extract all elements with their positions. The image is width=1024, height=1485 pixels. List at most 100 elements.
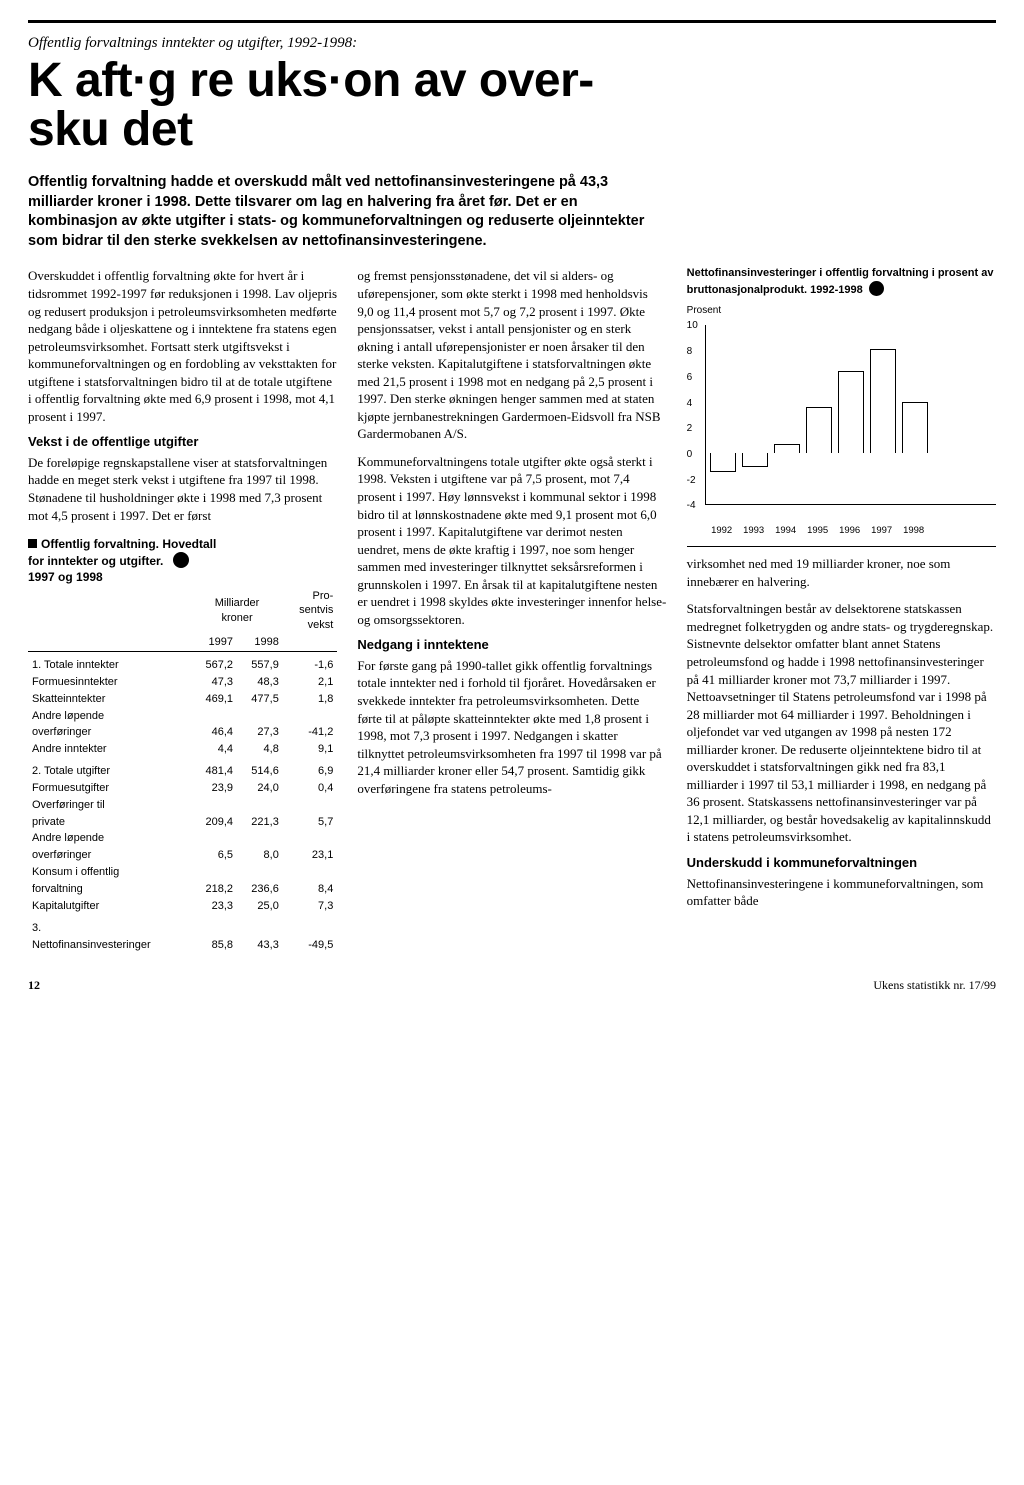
ytick-label: -2 [687, 474, 696, 488]
page-footer: 12 Ukens statistikk nr. 17/99 [28, 977, 996, 993]
table-cell: 514,6 [237, 758, 283, 780]
th-group2: Pro-sentvisvekst [283, 588, 338, 635]
top-rule [28, 20, 996, 23]
ytick-label: 8 [687, 345, 693, 359]
table-cell: 477,5 [237, 691, 283, 708]
ytick-label: 0 [687, 448, 693, 462]
globe-icon [869, 281, 884, 296]
chart-ylabel: Prosent [687, 304, 996, 318]
column-1: Overskuddet i offentlig forvaltning økte… [28, 267, 337, 953]
table-cell: 209,4 [191, 814, 237, 831]
table-row-label: Andre løpende [28, 830, 191, 847]
table-cell: 47,3 [191, 674, 237, 691]
ytick-label: 6 [687, 371, 693, 385]
ytick-label: 4 [687, 397, 693, 411]
table-marker-icon [28, 539, 37, 548]
xtick-label: 1994 [773, 525, 799, 538]
table-cell: 4,4 [191, 741, 237, 758]
table-cell: 23,1 [283, 847, 338, 864]
ytick-label: 2 [687, 422, 693, 436]
col3-p2: Statsforvaltningen består av delsektoren… [687, 600, 996, 846]
headline-line2: sku det [28, 103, 193, 156]
chart-bar [774, 444, 800, 453]
table-row-label: private [28, 814, 191, 831]
table-row-label: Skatteinntekter [28, 691, 191, 708]
col3-p1: virksomhet ned med 19 milliarder kroner,… [687, 555, 996, 590]
table-cell: 1,8 [283, 691, 338, 708]
table-cell: 24,0 [237, 780, 283, 797]
xtick-label: 1992 [709, 525, 735, 538]
table-box: Offentlig forvaltning. Hovedtall for inn… [28, 536, 337, 953]
xtick-label: 1993 [741, 525, 767, 538]
table-row-label: 2. Totale utgifter [28, 758, 191, 780]
table-cell: 25,0 [237, 898, 283, 915]
table-cell: 0,4 [283, 780, 338, 797]
col2-subhead: Nedgang i inntektene [357, 636, 666, 654]
headline-line1: K aft·g re uks·on av over- [28, 54, 594, 107]
table-row-label: 1. Totale inntekter [28, 652, 191, 674]
table-cell: 221,3 [237, 814, 283, 831]
table-cell: 9,1 [283, 741, 338, 758]
table-title-l2: for inntekter og utgifter. [28, 554, 163, 568]
table-cell: 85,8 [191, 937, 237, 954]
col1-p2: De foreløpige regnskapstallene viser at … [28, 454, 337, 524]
column-2: og fremst pensjonsstønadene, det vil si … [357, 267, 666, 797]
col1-p1: Overskuddet i offentlig forvaltning økte… [28, 267, 337, 425]
col3-p3: Nettofinansinvesteringene i kommuneforva… [687, 875, 996, 910]
publication-ref: Ukens statistikk nr. 17/99 [873, 977, 996, 993]
globe-icon [173, 552, 189, 568]
table-cell: 27,3 [237, 724, 283, 741]
ytick-label: 10 [687, 319, 698, 333]
col2-p1: og fremst pensjonsstønadene, det vil si … [357, 267, 666, 442]
data-table: Milliarderkroner Pro-sentvisvekst 1997 1… [28, 588, 337, 954]
table-cell: 236,6 [237, 881, 283, 898]
table-cell: 2,1 [283, 674, 338, 691]
th-1998: 1998 [237, 634, 283, 651]
chart-bar [902, 402, 928, 453]
table-cell: 43,3 [237, 937, 283, 954]
table-row-label: Formuesutgifter [28, 780, 191, 797]
table-cell: 8,4 [283, 881, 338, 898]
table-cell: 5,7 [283, 814, 338, 831]
table-cell: 481,4 [191, 758, 237, 780]
table-row-label: Overføringer til [28, 797, 191, 814]
table-cell: 6,5 [191, 847, 237, 864]
table-cell: -1,6 [283, 652, 338, 674]
chart-title: Nettofinansinvesteringer i offentlig for… [687, 267, 994, 296]
table-cell: -41,2 [283, 724, 338, 741]
column-3: Nettofinansinvesteringer i offentlig for… [687, 267, 996, 909]
ytick-label: -4 [687, 499, 696, 513]
xtick-label: 1996 [837, 525, 863, 538]
table-row-label: 3. [28, 915, 191, 937]
table-cell: 23,3 [191, 898, 237, 915]
table-row-label: Nettofinansinvesteringer [28, 937, 191, 954]
chart-box: Nettofinansinvesteringer i offentlig for… [687, 267, 996, 547]
table-row-label: overføringer [28, 847, 191, 864]
table-cell: -49,5 [283, 937, 338, 954]
table-cell: 567,2 [191, 652, 237, 674]
table-row-label: Formuesinntekter [28, 674, 191, 691]
table-row-label: overføringer [28, 724, 191, 741]
th-group1: Milliarderkroner [191, 588, 283, 635]
th-1997: 1997 [191, 634, 237, 651]
xtick-label: 1997 [869, 525, 895, 538]
chart-bar [742, 453, 768, 467]
table-cell: 557,9 [237, 652, 283, 674]
table-cell: 7,3 [283, 898, 338, 915]
table-cell: 4,8 [237, 741, 283, 758]
lead-paragraph: Offentlig forvaltning hadde et overskudd… [28, 173, 648, 251]
table-cell: 218,2 [191, 881, 237, 898]
chart-bar [870, 349, 896, 453]
xtick-label: 1998 [901, 525, 927, 538]
col2-p2: Kommuneforvaltningens totale utgifter øk… [357, 453, 666, 628]
headline: K aft·g re uks·on av over- sku det [28, 57, 996, 155]
table-title-l3: 1997 og 1998 [28, 570, 103, 584]
table-cell: 8,0 [237, 847, 283, 864]
table-cell: 6,9 [283, 758, 338, 780]
page-number: 12 [28, 977, 40, 993]
table-row-label: Andre løpende [28, 708, 191, 725]
chart-bottom-rule [687, 546, 996, 547]
table-cell: 48,3 [237, 674, 283, 691]
table-cell: 23,9 [191, 780, 237, 797]
chart-bar [710, 453, 736, 472]
